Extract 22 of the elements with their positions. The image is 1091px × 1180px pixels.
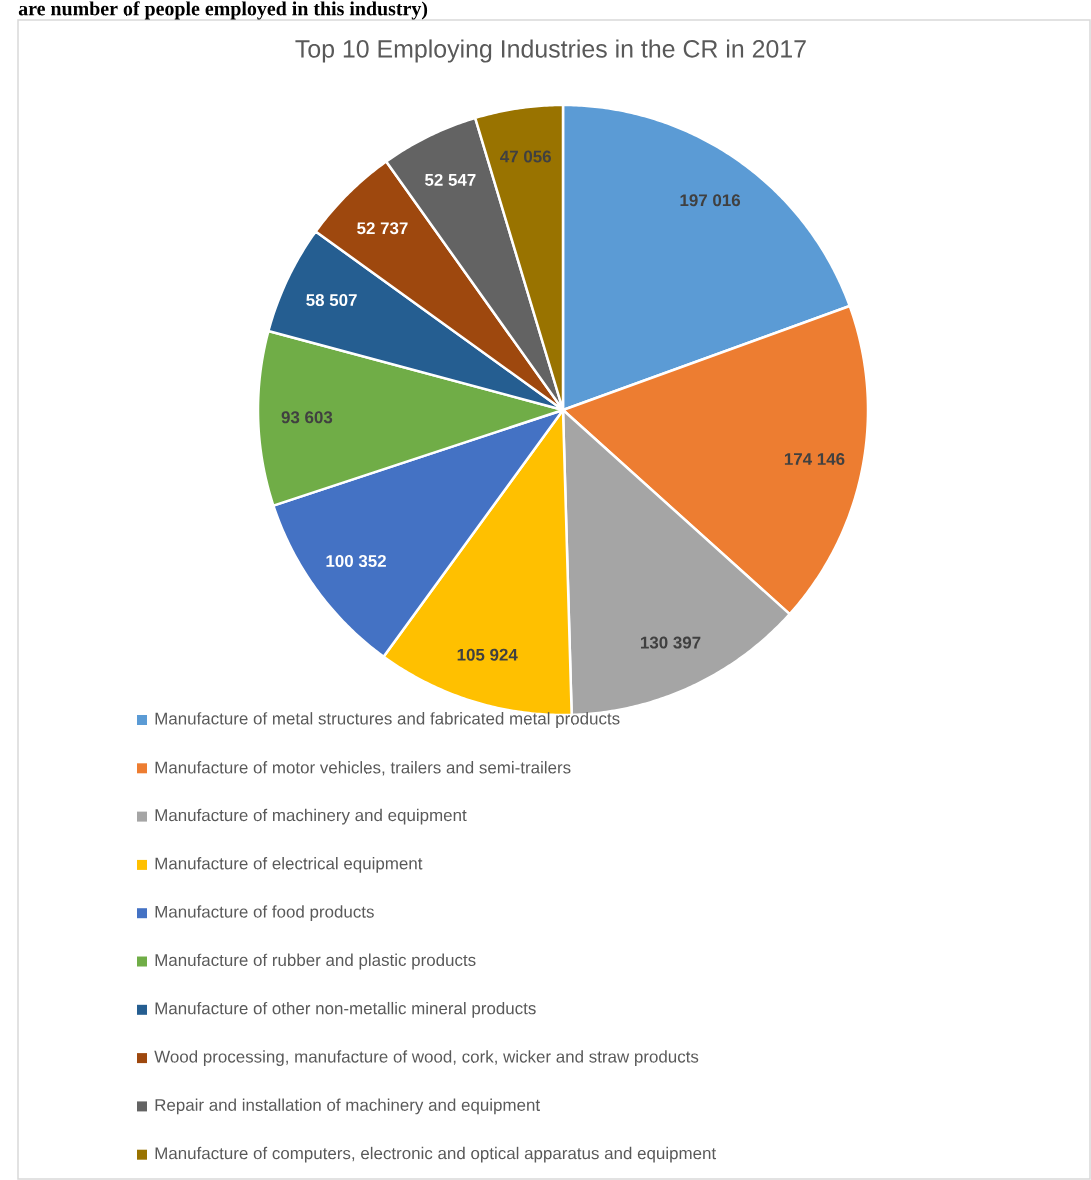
legend-label: Manufacture of rubber and plastic products: [155, 953, 476, 970]
data-label: 47 056: [500, 150, 551, 163]
data-label: 58 507: [306, 294, 357, 307]
legend-label: Manufacture of electrical equipment: [155, 857, 423, 873]
legend-label: Repair and installation of machinery and equipment: [155, 1098, 540, 1115]
data-label: 174 146: [784, 453, 845, 466]
data-label: 93 603: [281, 411, 333, 424]
data-label: 197 016: [680, 194, 741, 207]
chart-title: Top 10 Employing Industries in the CR in 2017: [295, 39, 806, 63]
legend-label: Manufacture of computers, electronic and optical apparatus and equipment: [155, 1146, 717, 1163]
data-label: 105 924: [457, 648, 518, 661]
data-label: 100 352: [326, 555, 386, 568]
legend-label: Manufacture of other non-metallic mineral products: [155, 1001, 536, 1018]
data-label: 52 547: [424, 173, 476, 186]
text: are number of people employed in this industry): [18, 1, 428, 20]
legend-label: Wood processing, manufacture of wood, cork, wicker and straw products: [154, 1050, 699, 1066]
data-label: 52 737: [357, 222, 408, 235]
data-label: 130 397: [640, 636, 701, 649]
legend-label: Manufacture of metal structures and fabricated metal products: [155, 712, 620, 728]
legend-label: Manufacture of machinery and equipment: [155, 808, 467, 825]
legend-label: Manufacture of motor vehicles, trailers and semi-trailers: [155, 761, 571, 776]
legend-label: Manufacture of food products: [155, 905, 374, 922]
